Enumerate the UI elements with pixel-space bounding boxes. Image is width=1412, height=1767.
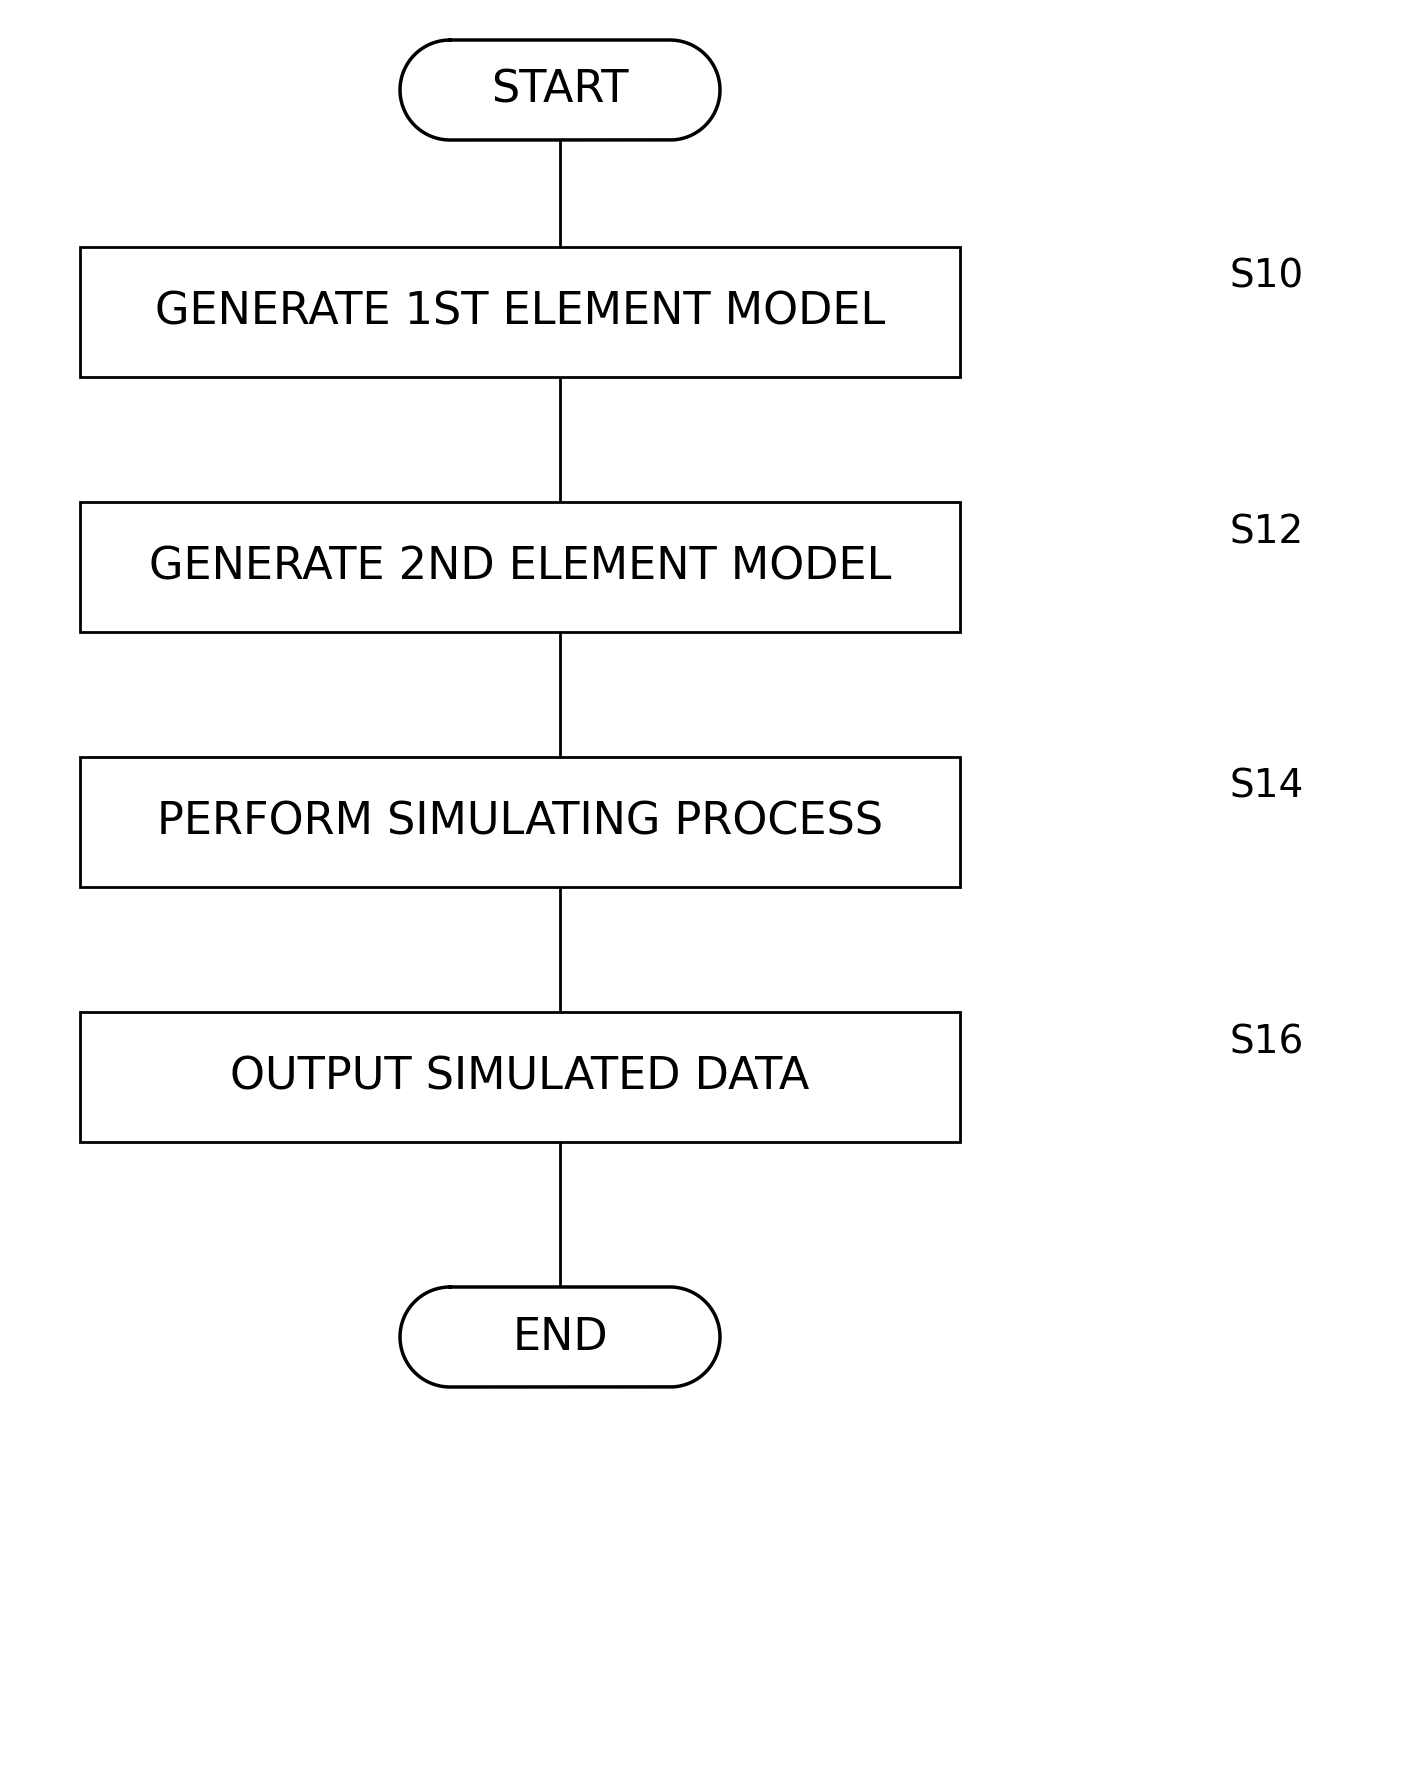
Text: S10: S10	[1230, 258, 1305, 297]
Text: GENERATE 2ND ELEMENT MODEL: GENERATE 2ND ELEMENT MODEL	[148, 546, 891, 588]
Text: PERFORM SIMULATING PROCESS: PERFORM SIMULATING PROCESS	[157, 800, 882, 843]
Polygon shape	[400, 41, 720, 140]
Text: GENERATE 1ST ELEMENT MODEL: GENERATE 1ST ELEMENT MODEL	[155, 290, 885, 334]
Text: S16: S16	[1230, 1023, 1305, 1060]
Text: S12: S12	[1230, 512, 1305, 551]
Text: END: END	[513, 1315, 607, 1359]
Polygon shape	[400, 1286, 720, 1387]
Bar	[80, 502, 960, 633]
Text: START: START	[491, 69, 628, 111]
Bar	[80, 1012, 960, 1141]
Bar	[80, 247, 960, 376]
Text: OUTPUT SIMULATED DATA: OUTPUT SIMULATED DATA	[230, 1055, 809, 1099]
Bar	[80, 756, 960, 887]
Text: S14: S14	[1230, 769, 1305, 806]
